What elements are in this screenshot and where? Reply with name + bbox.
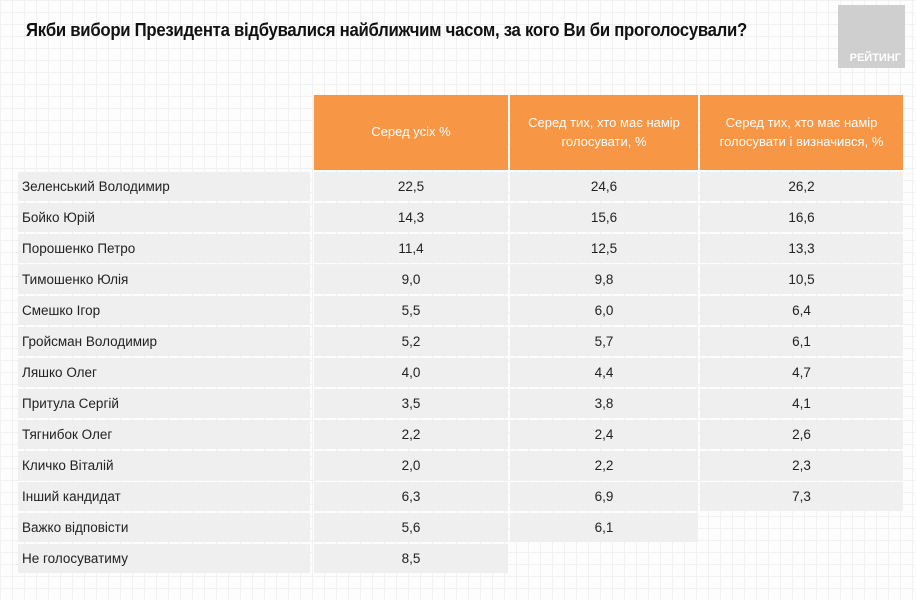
value-cell: 4,4 bbox=[510, 358, 698, 387]
value-cell: 24,6 bbox=[510, 172, 698, 201]
value-cell: 5,6 bbox=[314, 513, 508, 542]
row-label: Бойко Юрій bbox=[18, 203, 310, 232]
value-cell: 10,5 bbox=[700, 265, 903, 294]
column-header-all: Серед усіх % bbox=[314, 95, 508, 170]
value-cell: 13,3 bbox=[700, 234, 903, 263]
value-cell: 2,0 bbox=[314, 451, 508, 480]
value-cell: 6,3 bbox=[314, 482, 508, 511]
value-cell: 14,3 bbox=[314, 203, 508, 232]
value-cell: 4,1 bbox=[700, 389, 903, 418]
row-label: Не голосуватиму bbox=[18, 544, 310, 573]
value-cell: 8,5 bbox=[314, 544, 508, 573]
value-cell: 2,4 bbox=[510, 420, 698, 449]
value-cell: 7,3 bbox=[700, 482, 903, 511]
value-cell: 11,4 bbox=[314, 234, 508, 263]
column-header-decided-text: Серед тих, хто має намір голосувати і ви… bbox=[719, 114, 884, 149]
row-label: Тягнибок Олег bbox=[18, 420, 310, 449]
row-label: Порошенко Петро bbox=[18, 234, 310, 263]
value-cell: 2,6 bbox=[700, 420, 903, 449]
row-label: Інший кандидат bbox=[18, 482, 310, 511]
row-label: Притула Сергій bbox=[18, 389, 310, 418]
value-cell: 9,0 bbox=[314, 265, 508, 294]
row-label: Гройсман Володимир bbox=[18, 327, 310, 356]
row-label: Ляшко Олег bbox=[18, 358, 310, 387]
value-cell: 15,6 bbox=[510, 203, 698, 232]
value-cell: 9,8 bbox=[510, 265, 698, 294]
page-title: Якби вибори Президента відбувалися найбл… bbox=[26, 20, 747, 40]
value-cell: 6,0 bbox=[510, 296, 698, 325]
value-cell: 6,4 bbox=[700, 296, 903, 325]
value-cell: 12,5 bbox=[510, 234, 698, 263]
value-cell: 2,3 bbox=[700, 451, 903, 480]
value-cell: 22,5 bbox=[314, 172, 508, 201]
value-cell: 5,7 bbox=[510, 327, 698, 356]
value-cell: 4,0 bbox=[314, 358, 508, 387]
value-cell: 6,1 bbox=[700, 327, 903, 356]
value-cell: 6,1 bbox=[510, 513, 698, 542]
value-cell: 6,9 bbox=[510, 482, 698, 511]
value-cell: 26,2 bbox=[700, 172, 903, 201]
column-header-intend-text: Серед тих, хто має намір голосувати, % bbox=[528, 114, 680, 149]
row-label: Важко відповісти bbox=[18, 513, 310, 542]
row-label: Зеленський Володимир bbox=[18, 172, 310, 201]
row-label: Смешко Ігор bbox=[18, 296, 310, 325]
logo-text: РЕЙТИНГ bbox=[849, 52, 901, 64]
row-label: Тимошенко Юлія bbox=[18, 265, 310, 294]
value-cell: 4,7 bbox=[700, 358, 903, 387]
row-label: Кличко Віталій bbox=[18, 451, 310, 480]
rating-logo: РЕЙТИНГ bbox=[838, 5, 905, 68]
value-cell: 3,5 bbox=[314, 389, 508, 418]
column-header-intend: Серед тих, хто має намір голосувати, % bbox=[510, 95, 698, 170]
value-cell: 3,8 bbox=[510, 389, 698, 418]
value-cell: 16,6 bbox=[700, 203, 903, 232]
value-cell: 2,2 bbox=[314, 420, 508, 449]
value-cell: 2,2 bbox=[510, 451, 698, 480]
column-header-decided: Серед тих, хто має намір голосувати і ви… bbox=[700, 95, 903, 170]
value-cell: 5,5 bbox=[314, 296, 508, 325]
value-cell: 5,2 bbox=[314, 327, 508, 356]
